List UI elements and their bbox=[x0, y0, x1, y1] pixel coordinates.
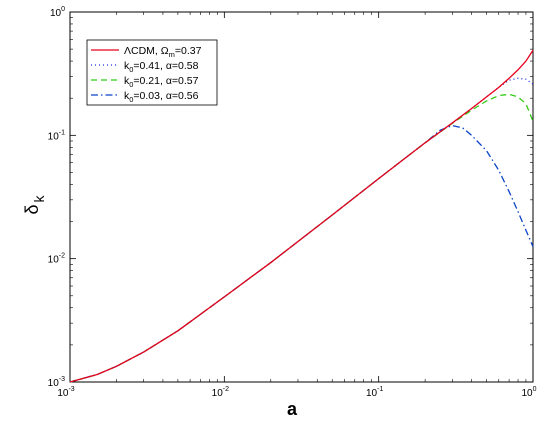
legend-label: k0=0.03, α=0.56 bbox=[124, 90, 199, 104]
legend-label: k0=0.41, α=0.58 bbox=[124, 60, 199, 74]
y-axis-label: δk bbox=[22, 194, 47, 214]
tick-labels: 10-3 10-2 10-1 100 10-3 10-2 10-1 100 bbox=[48, 6, 537, 399]
minor-ticks bbox=[70, 12, 533, 382]
y-tick-label: 10-1 bbox=[48, 129, 65, 142]
series-line bbox=[69, 49, 534, 383]
y-tick-label: 10-3 bbox=[48, 376, 65, 389]
legend-box bbox=[86, 39, 218, 106]
svg-text:δk: δk bbox=[22, 194, 47, 214]
series-layer bbox=[69, 49, 534, 383]
x-tick-label: 10-1 bbox=[366, 386, 383, 399]
y-tick-label: 100 bbox=[50, 6, 65, 19]
y-axis-label-sub: k bbox=[31, 194, 47, 202]
x-tick-label: 100 bbox=[521, 386, 536, 399]
y-axis-label-main: δ bbox=[22, 204, 42, 214]
legend-label: ΛCDM, Ωm=0.37 bbox=[124, 45, 202, 59]
x-tick-label: 10-2 bbox=[212, 386, 229, 399]
x-tick-label: 10-3 bbox=[57, 386, 74, 399]
x-axis-label: a bbox=[287, 399, 298, 419]
legend-label: k0=0.21, α=0.57 bbox=[124, 75, 199, 89]
y-tick-label: 10-2 bbox=[48, 253, 65, 266]
